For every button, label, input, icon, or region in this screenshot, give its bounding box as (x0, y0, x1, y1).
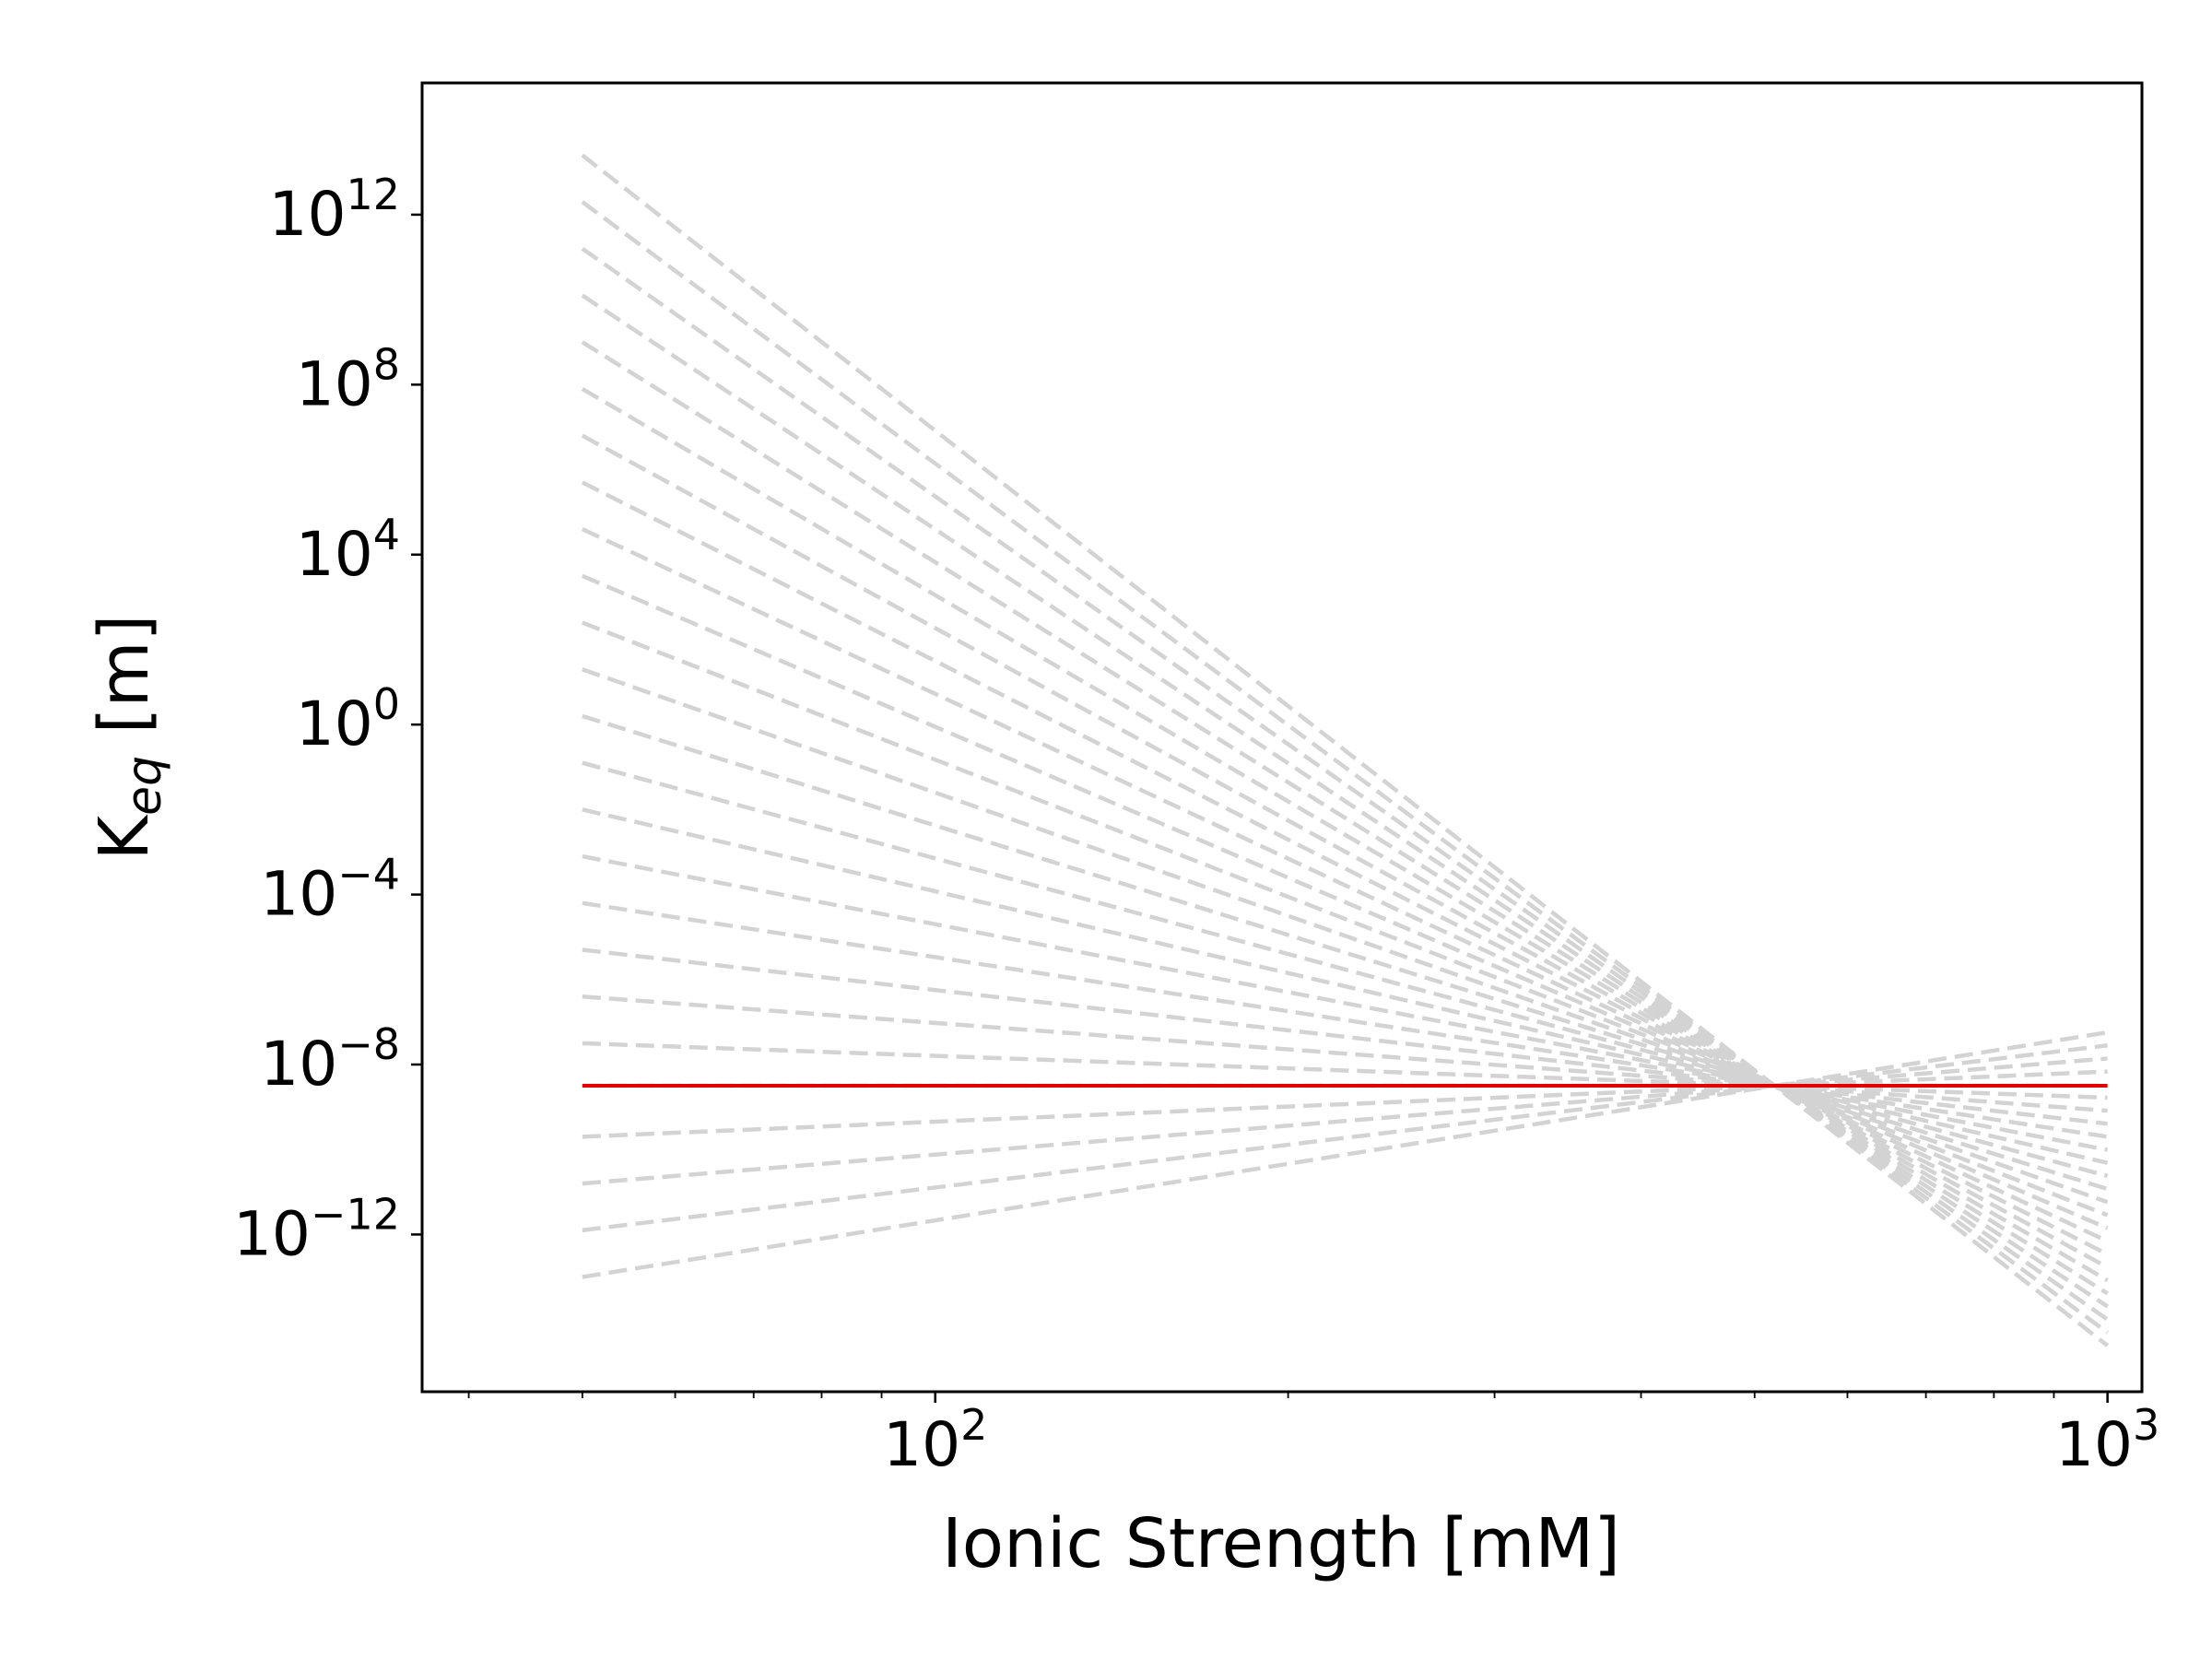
dashed-series-line-23 (581, 246, 2109, 1322)
x-tick-label-1: 102 (883, 1400, 987, 1480)
dashed-series-line-1 (582, 1030, 2108, 1279)
dashed-series-line-13 (582, 713, 2109, 1192)
x-tick-label-2: 103 (2055, 1400, 2159, 1480)
y-tick-label-3: 104 (296, 510, 400, 590)
dashed-series-line-18 (581, 480, 2109, 1256)
ticks-layer: 102 103 1012 108 104 100 10−4 10−8 10−12 (233, 170, 2159, 1480)
y-tick-label-6: 10−8 (260, 1019, 400, 1100)
dashed-series-line-11 (582, 807, 2109, 1165)
y-tick-label-2: 108 (296, 339, 400, 419)
dashed-series-line-10 (582, 853, 2109, 1152)
dashed-series-line-3 (582, 1056, 2108, 1186)
dashed-series-line-4 (582, 1069, 2108, 1139)
dashed-series-line-24 (581, 200, 2109, 1335)
dashed-series-line-9 (582, 900, 2108, 1139)
dashed-series-line-7 (582, 994, 2108, 1113)
y-axis-label: Keq [m] (85, 615, 172, 861)
dashed-series-line-21 (581, 340, 2109, 1296)
labels-layer: Ionic Strength [mM] Keq [m] (85, 615, 1620, 1583)
plot-frame (420, 81, 2144, 1394)
dashed-series-line-20 (581, 387, 2109, 1283)
dashed-series-line-12 (582, 760, 2109, 1179)
dashed-series-line-16 (581, 573, 2109, 1230)
dashed-series-line-2 (582, 1043, 2108, 1233)
dashed-series-line-17 (581, 527, 2109, 1243)
dashed-series-line-22 (581, 293, 2109, 1309)
y-tick-label-1: 1012 (268, 170, 400, 250)
x-axis-label: Ionic Strength [mM] (942, 1504, 1620, 1583)
y-axis-label-sub: eq (117, 756, 172, 816)
y-axis-label-main: K (85, 813, 164, 860)
dashed-series-line-15 (582, 620, 2109, 1218)
y-tick-label-4: 100 (296, 679, 400, 759)
dashed-series-line-19 (581, 433, 2109, 1270)
y-tick-label-5: 10−4 (260, 850, 400, 930)
series-layer (581, 153, 2110, 1347)
dashed-series-line-6 (582, 1041, 2108, 1100)
dashed-series-line-8 (582, 947, 2108, 1126)
dashed-series-line-14 (582, 667, 2109, 1205)
dashed-series-line-25 (581, 153, 2110, 1347)
y-tick-label-7: 10−12 (233, 1189, 400, 1269)
y-axis-label-unit: [m] (85, 615, 164, 756)
